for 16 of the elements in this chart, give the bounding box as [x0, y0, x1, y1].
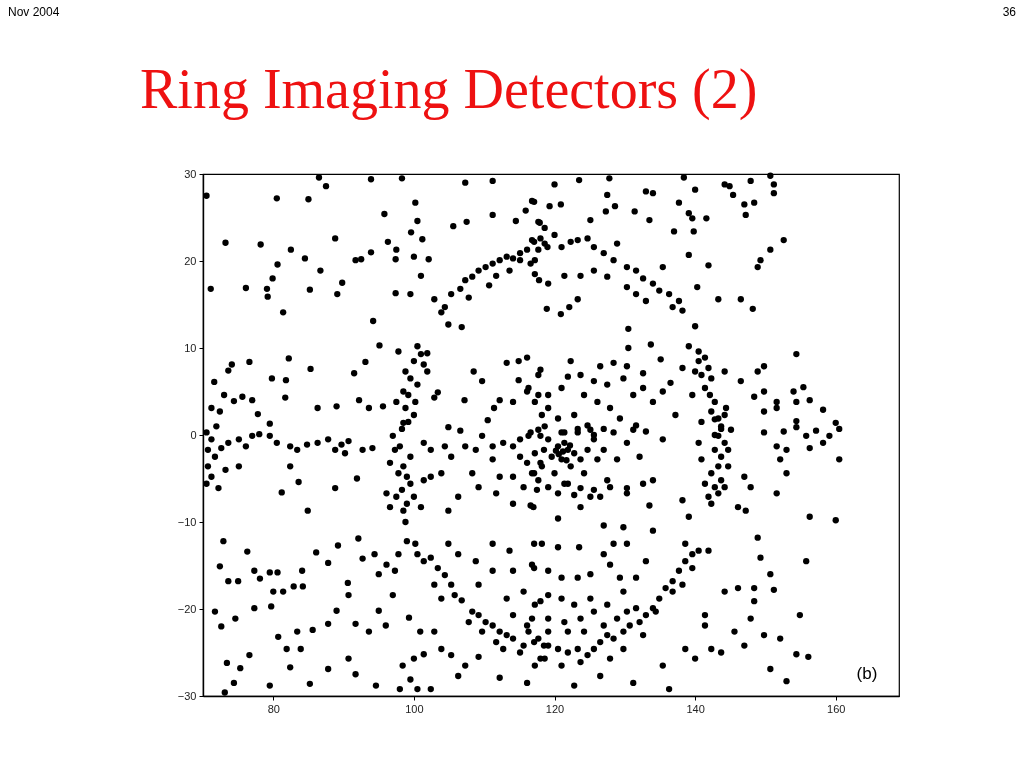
- y-tick-label: 20: [184, 254, 197, 267]
- x-tick-label: 140: [686, 702, 705, 715]
- x-tick-label: 120: [545, 702, 565, 715]
- y-tick-label: 10: [184, 341, 197, 354]
- x-tick-label: 160: [827, 702, 846, 715]
- y-tick-label: 30: [184, 167, 197, 180]
- y-tick-label: −20: [177, 602, 197, 615]
- text: 36: [1002, 5, 1017, 19]
- y-tick-label: −30: [177, 689, 197, 702]
- y-tick-label: 0: [190, 428, 197, 441]
- annotation: (b): [856, 664, 878, 683]
- y-tick-label: −10: [177, 515, 197, 528]
- text: Nov 2004: [8, 5, 60, 19]
- x-tick-label: 80: [267, 702, 280, 715]
- x-tick-label: 100: [405, 702, 424, 715]
- chart-title: Ring Imaging Detectors (2): [140, 58, 758, 121]
